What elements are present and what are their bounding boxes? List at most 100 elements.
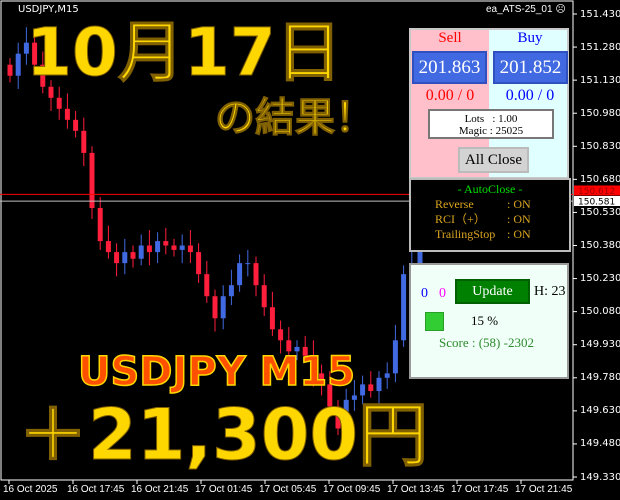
- count-magenta: 0: [439, 286, 446, 301]
- autoclose-panel: - AutoClose - Reverse : ON RCI（+） : ON Trail…: [409, 178, 571, 252]
- price-tick-label: 150.080: [580, 306, 620, 318]
- all-close-button[interactable]: All Close: [458, 147, 529, 173]
- candle-body: [327, 384, 333, 407]
- candle-body: [368, 384, 374, 392]
- candle-body: [40, 64, 46, 87]
- candle-body: [130, 252, 136, 259]
- candle-body: [253, 263, 259, 286]
- price-tick-label: 150.530: [580, 206, 620, 218]
- candle-body: [73, 119, 79, 131]
- price-tick-label: 150.980: [580, 107, 620, 119]
- candle-body: [81, 130, 87, 153]
- price-tick-label: 150.380: [580, 240, 620, 251]
- trade-panel: Sell Buy 201.863 201.852 0.00 / 0 0.00 /…: [409, 28, 569, 179]
- frown-face-icon: ☹: [555, 4, 566, 15]
- time-tick-label: 16 Oct 17:45: [67, 484, 125, 495]
- candle-body: [278, 329, 284, 341]
- buy-button[interactable]: 201.852: [493, 51, 568, 84]
- sell-label: Sell: [438, 30, 462, 46]
- candle-body: [97, 208, 103, 242]
- status-panel: 0 0 Update H: 23 15 % Score : (58) -2302: [409, 263, 569, 379]
- buy-label: Buy: [517, 30, 543, 46]
- autoclose-row-value: : ON: [507, 197, 531, 211]
- candle-body: [114, 252, 120, 264]
- autoclose-row-label: TrailingStop: [435, 227, 496, 241]
- candle-body: [204, 274, 210, 297]
- candle-body: [48, 86, 54, 98]
- price-tick-label: 149.780: [580, 372, 620, 384]
- hour-value: H: 23: [534, 284, 566, 299]
- overlay-subtitle: の結果！: [215, 95, 376, 141]
- ask-price-tag: [574, 196, 620, 206]
- price-tick-label: 150.680: [580, 173, 620, 185]
- candle-body: [179, 245, 185, 250]
- candle-body: [310, 355, 316, 374]
- time-tick-label: 17 Oct 05:45: [259, 484, 317, 495]
- status-indicator: [425, 312, 444, 331]
- candle-body: [89, 152, 95, 209]
- candle-body: [360, 384, 366, 396]
- candle-body: [146, 245, 152, 253]
- time-tick-label: 16 Oct 2025: [3, 484, 58, 495]
- sell-button[interactable]: 201.863: [412, 51, 487, 84]
- candle-body: [187, 245, 193, 253]
- time-tick-label: 17 Oct 13:45: [387, 484, 445, 495]
- overlay-date: 10月17日: [26, 14, 343, 91]
- autoclose-title: - AutoClose -: [457, 182, 523, 196]
- candle-body: [351, 395, 357, 400]
- price-tick-label: 151.430: [580, 8, 620, 20]
- score-value: Score : (58) -2302: [439, 335, 534, 350]
- ea-name-text: ea_ATS-25_01: [486, 4, 553, 15]
- candle-body: [32, 42, 38, 65]
- candle-body: [302, 346, 308, 356]
- price-tick-label: 149.930: [580, 339, 620, 351]
- candle-body: [269, 307, 275, 330]
- candle-body: [237, 263, 243, 286]
- candle-body: [220, 296, 226, 319]
- candle-body: [122, 252, 128, 264]
- price-tick-label: 150.830: [580, 140, 620, 152]
- price-tick-label: 149.630: [580, 405, 620, 417]
- candle-body: [319, 373, 325, 385]
- autoclose-row-label: Reverse: [435, 197, 474, 211]
- candle-body: [343, 399, 349, 429]
- price-tick-label: 150.230: [580, 273, 620, 285]
- autoclose-row: RCI（+） : ON: [411, 212, 569, 227]
- chart-symbol: USDJPY,M15: [18, 4, 79, 15]
- candle-body: [196, 252, 202, 275]
- candle-body: [138, 245, 144, 259]
- price-tick-label: 149.330: [580, 471, 620, 483]
- overlay-profit: ＋21,300円: [17, 394, 429, 476]
- ea-name: ea_ATS-25_01 ☹: [486, 4, 566, 16]
- autoclose-row-label: RCI（+）: [435, 212, 486, 226]
- count-blue: 0: [421, 286, 428, 301]
- lots-magic-box: Lots : 1.00 Magic : 25025: [428, 109, 554, 139]
- candle-body: [155, 241, 161, 253]
- price-tick-label: 151.130: [580, 74, 620, 86]
- bid-price-label: 150.612: [578, 187, 615, 197]
- buy-pl: 0.00 / 0: [505, 87, 555, 104]
- candle-body: [335, 406, 341, 429]
- candle-body: [384, 373, 390, 378]
- bid-price-tag: [574, 185, 620, 196]
- ask-price-label: 150.581: [578, 198, 615, 208]
- candle-body: [212, 296, 218, 319]
- candle-body: [163, 241, 169, 246]
- time-tick-label: 17 Oct 21:45: [515, 484, 573, 495]
- candle-body: [417, 241, 423, 264]
- candle-body: [392, 340, 398, 374]
- candle-body: [376, 377, 382, 392]
- time-tick-label: 17 Oct 09:45: [323, 484, 381, 495]
- update-button[interactable]: Update: [455, 279, 530, 304]
- candle-body: [261, 285, 267, 308]
- time-tick-label: 17 Oct 01:45: [195, 484, 253, 495]
- time-tick-label: 17 Oct 17:45: [451, 484, 509, 495]
- candle-body: [23, 42, 29, 54]
- candle-body: [171, 245, 177, 250]
- price-tick-label: 151.280: [580, 41, 620, 53]
- sell-pl: 0.00 / 0: [425, 87, 475, 104]
- candle-body: [228, 285, 234, 297]
- candle-body: [56, 97, 62, 109]
- autoclose-row-value: : ON: [507, 212, 531, 226]
- autoclose-row: Reverse : ON: [411, 197, 569, 212]
